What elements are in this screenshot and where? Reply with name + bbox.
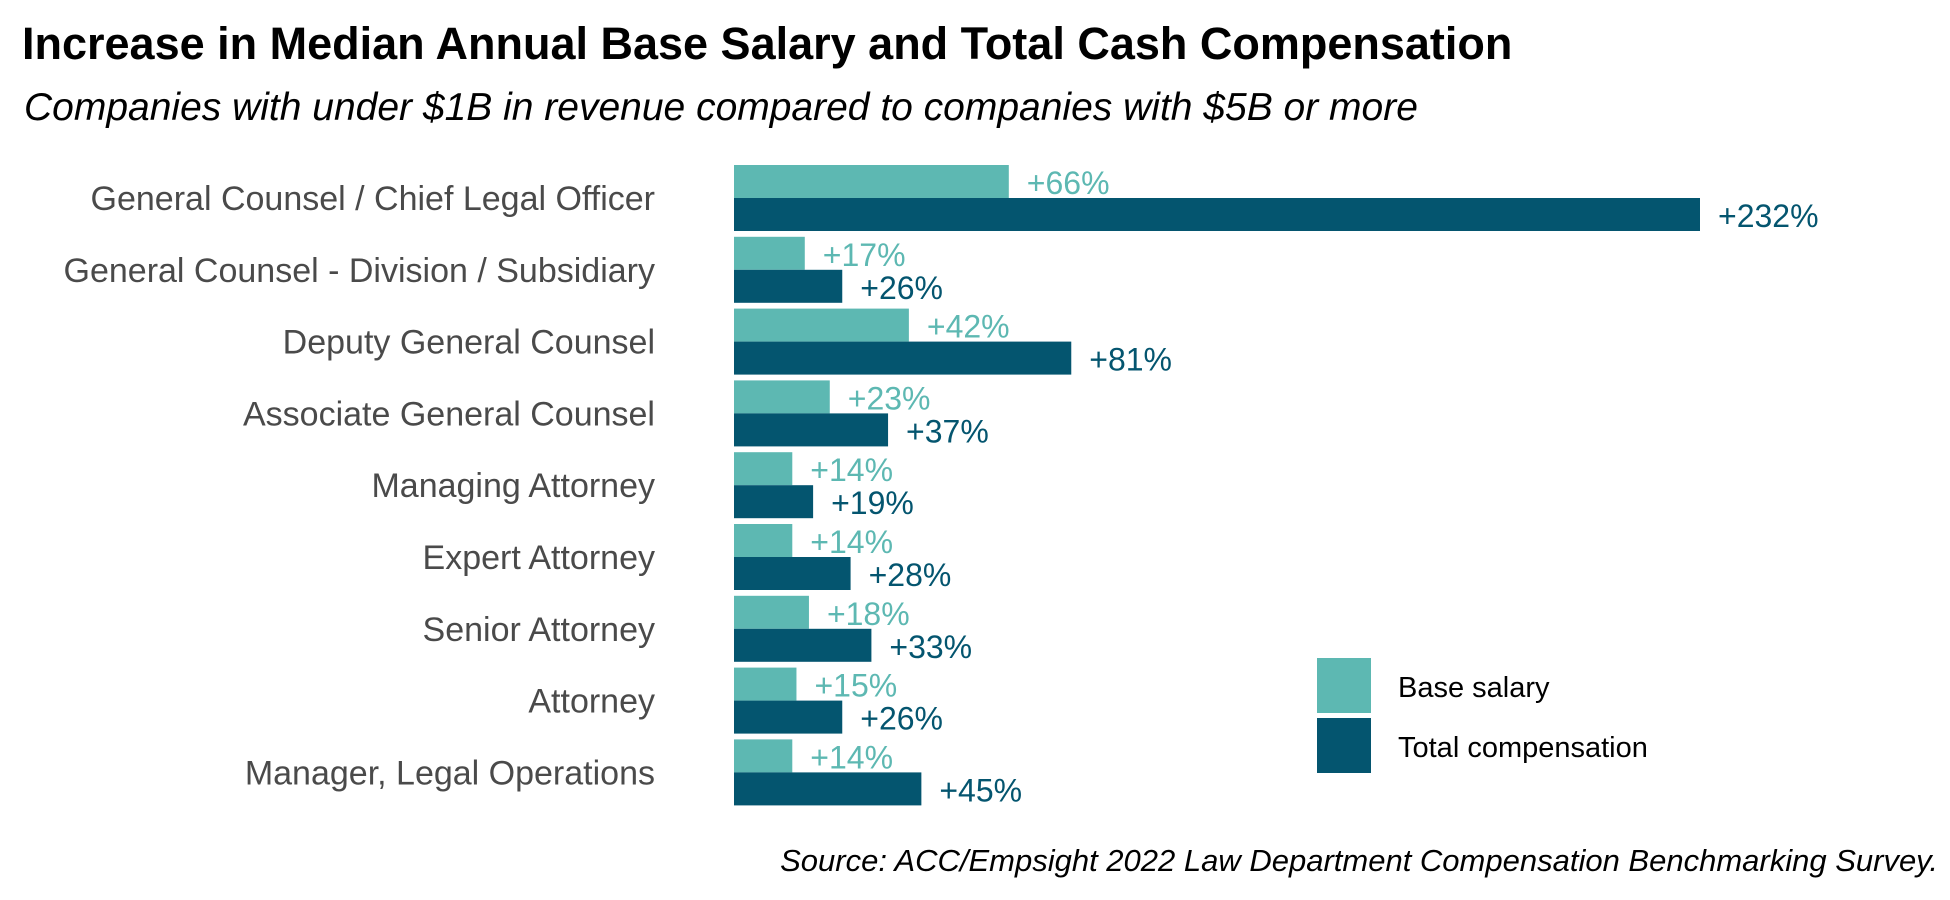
data-label: +232%	[1718, 198, 1819, 234]
data-label: +14%	[810, 524, 893, 560]
category-label: Attorney	[528, 683, 655, 721]
data-label: +26%	[860, 701, 943, 737]
data-label: +18%	[827, 596, 910, 632]
total-compensation-bar	[734, 269, 843, 303]
base-salary-bar	[734, 739, 793, 773]
base-salary-bar	[734, 165, 1009, 198]
total-compensation-bar	[734, 485, 814, 519]
category-label: Manager, Legal Operations	[245, 754, 655, 792]
base-salary-bar	[734, 667, 797, 701]
total-compensation-bar	[734, 628, 872, 662]
base-salary-bar	[734, 524, 793, 557]
category-label: Senior Attorney	[423, 611, 655, 649]
data-label: +37%	[906, 413, 989, 449]
legend-label: Base salary	[1398, 672, 1550, 704]
total-compensation-bar	[734, 413, 889, 447]
legend-swatch-total	[1317, 718, 1371, 773]
total-compensation-bar	[734, 557, 851, 590]
category-label: General Counsel - Division / Subsidiary	[64, 252, 655, 290]
category-label: Associate General Counsel	[243, 395, 655, 433]
base-salary-bar	[734, 308, 909, 342]
total-compensation-bar	[734, 772, 922, 806]
legend-label: Total compensation	[1398, 732, 1648, 764]
data-label: +45%	[939, 772, 1022, 808]
total-compensation-bar	[734, 198, 1700, 231]
category-label: Expert Attorney	[423, 539, 655, 577]
data-label: +14%	[810, 739, 893, 775]
total-compensation-bar	[734, 700, 843, 734]
data-label: +14%	[810, 452, 893, 488]
chart-title: Increase in Median Annual Base Salary an…	[22, 18, 1513, 69]
chart-subtitle: Companies with under $1B in revenue comp…	[24, 86, 1418, 129]
data-label: +28%	[869, 557, 952, 593]
category-label: Managing Attorney	[371, 467, 655, 505]
data-label: +17%	[823, 237, 906, 273]
category-label: Deputy General Counsel	[283, 324, 655, 362]
data-label: +19%	[831, 485, 914, 521]
data-label: +42%	[927, 309, 1010, 345]
base-salary-bar	[734, 236, 805, 270]
category-label: General Counsel / Chief Legal Officer	[91, 180, 655, 218]
total-compensation-bar	[734, 341, 1072, 375]
data-label: +26%	[860, 270, 943, 306]
data-label: +81%	[1089, 342, 1172, 378]
data-label: +66%	[1027, 165, 1110, 201]
source-note: Source: ACC/Empsight 2022 Law Department…	[780, 843, 1938, 878]
data-label: +15%	[814, 668, 897, 704]
base-salary-bar	[734, 595, 809, 629]
base-salary-bar	[734, 380, 830, 414]
base-salary-bar	[734, 452, 793, 486]
data-label: +33%	[889, 629, 972, 665]
data-label: +23%	[848, 380, 931, 416]
legend-swatch-base	[1317, 658, 1371, 713]
